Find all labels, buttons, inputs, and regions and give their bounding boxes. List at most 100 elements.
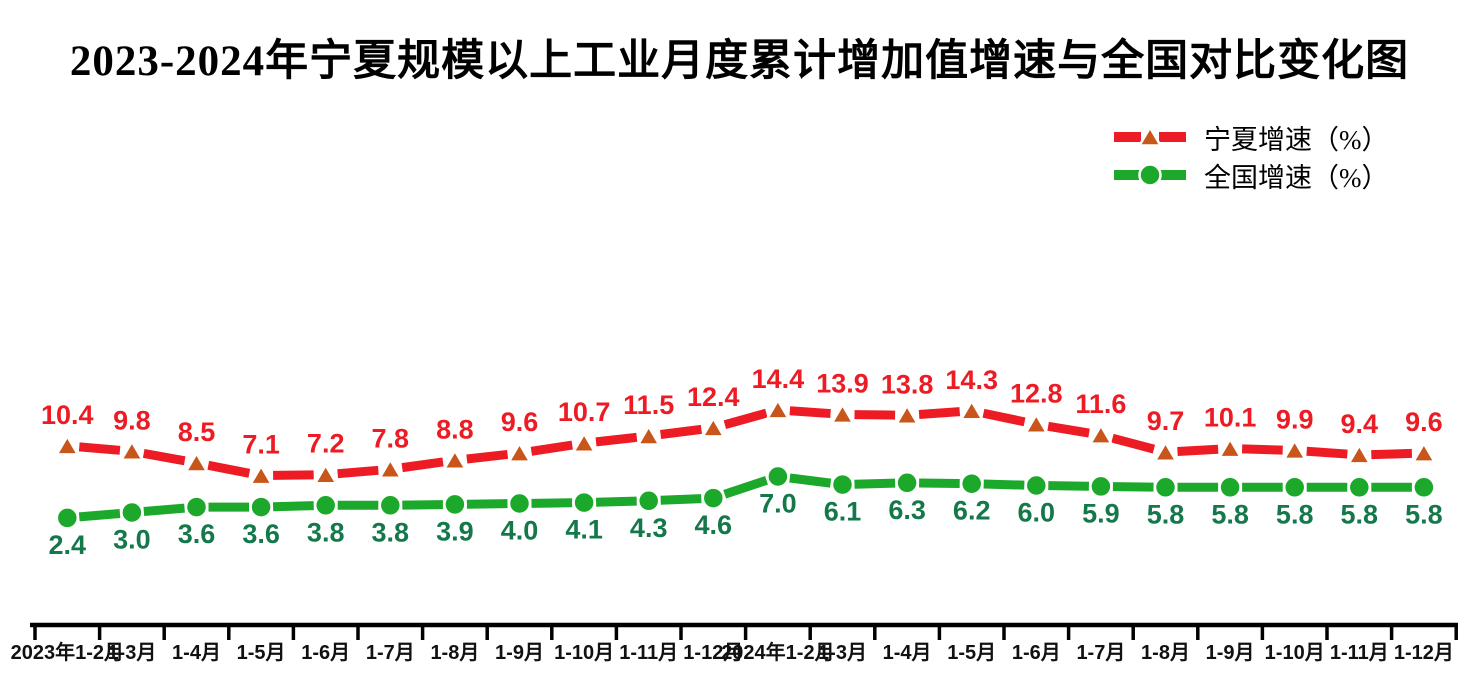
series-line-segment (131, 502, 197, 517)
series-line-segment (1036, 481, 1101, 491)
series-line-segment (1229, 444, 1295, 455)
series-line-segment (1294, 445, 1360, 460)
legend: 宁夏增速（%） 全国增速（%） (1112, 118, 1389, 194)
data-point-label: 4.6 (695, 510, 733, 540)
legend-label-national: 全国增速（%） (1204, 162, 1389, 193)
x-axis-label: 1-5月 (237, 642, 286, 664)
x-axis-label: 1-7月 (1076, 642, 1125, 664)
data-point-label: 14.3 (945, 365, 998, 395)
data-point-label: 3.0 (113, 525, 151, 555)
data-point-marker (572, 490, 596, 515)
series-line-segment (325, 464, 391, 480)
series-line-segment (583, 496, 649, 508)
data-point-label: 7.0 (759, 489, 797, 519)
data-point-marker (766, 464, 790, 489)
series-line-segment (648, 423, 714, 441)
data-point-label: 5.9 (1082, 498, 1120, 528)
chart-title: 2023-2024年宁夏规模以上工业月度累计增加值增速与全国对比变化图 (69, 38, 1410, 85)
data-point-marker (183, 451, 210, 473)
series-line-segment (518, 438, 585, 458)
data-point-marker (571, 431, 597, 453)
series-line-segment (648, 493, 714, 506)
x-axis-label: 1-4月 (883, 642, 932, 664)
data-point-marker (894, 403, 920, 426)
national-line-sample-icon (1114, 163, 1186, 187)
data-point-marker (1024, 473, 1049, 498)
data-point-label: 6.3 (888, 495, 926, 525)
data-point-label: 12.8 (1010, 378, 1063, 408)
data-point-label: 3.6 (242, 519, 280, 549)
data-point-label: 13.9 (816, 368, 869, 398)
series-line-segment (66, 441, 133, 456)
x-axis-label: 1-3月 (818, 642, 867, 664)
data-point-marker (1217, 436, 1243, 459)
data-point-marker (378, 493, 403, 518)
data-point-marker (119, 439, 145, 462)
data-point-marker (830, 472, 855, 497)
data-point-label: 3.9 (436, 516, 474, 546)
data-point-marker (442, 448, 468, 471)
x-axis-label: 1-8月 (430, 642, 479, 664)
data-point-label: 6.2 (953, 496, 991, 526)
series-line-segment (131, 446, 198, 468)
data-point-marker (959, 471, 984, 496)
data-point-marker (959, 398, 985, 421)
x-axis-label: 1-8月 (1141, 642, 1190, 664)
series-line-segment (1035, 419, 1102, 440)
x-axis-label: 1-9月 (1206, 642, 1255, 664)
data-point-label: 5.8 (1276, 499, 1314, 529)
data-point-label: 4.1 (565, 515, 603, 545)
data-point-marker (636, 424, 662, 446)
legend-sample-marker (1138, 163, 1162, 187)
data-point-label: 4.0 (501, 516, 539, 546)
series-line-segment (712, 405, 780, 433)
x-axis-label: 1-5月 (947, 642, 996, 664)
series-line-segment (842, 478, 908, 490)
x-axis-label: 1-7月 (366, 642, 415, 664)
data-point-label: 8.5 (178, 417, 216, 447)
data-point-marker (1218, 475, 1242, 500)
series-line-segment (1359, 448, 1425, 460)
data-point-marker (120, 500, 144, 525)
data-point-marker (636, 489, 661, 513)
data-point-label: 11.6 (1075, 389, 1126, 419)
data-point-marker (1152, 440, 1179, 462)
series-line-segment (261, 470, 326, 481)
data-point-label: 3.6 (178, 519, 216, 549)
data-point-label: 7.8 (372, 423, 410, 453)
data-point-label: 5.8 (1405, 499, 1443, 529)
data-point-label: 5.8 (1211, 499, 1249, 529)
data-point-marker (249, 495, 273, 519)
data-point-marker (54, 433, 80, 456)
legend-label-ningxia: 宁夏增速（%） (1204, 124, 1389, 155)
series-line-segment (583, 431, 650, 448)
data-point-marker (1089, 474, 1113, 499)
x-axis-label: 1-6月 (301, 642, 350, 664)
x-axis-label: 2023年1-2月 (11, 640, 124, 664)
series-line-segment (842, 409, 908, 420)
x-axis-label: 1-10月 (1265, 642, 1325, 664)
data-point-label: 13.8 (881, 369, 934, 399)
data-point-label: 12.4 (687, 382, 740, 412)
series-line-segment (777, 405, 843, 419)
series-line-segment (454, 499, 520, 509)
data-point-marker (506, 441, 533, 463)
x-axis-label: 1-3月 (107, 642, 156, 664)
legend-item-national: 全国增速（%） (1112, 156, 1389, 194)
series-line-segment (195, 458, 262, 481)
data-point-marker (1088, 423, 1114, 445)
data-point-marker (377, 457, 403, 480)
data-point-label: 5.8 (1147, 499, 1185, 529)
series-line-segment (1099, 430, 1167, 457)
data-point-label: 9.6 (501, 407, 539, 437)
data-point-marker (1347, 475, 1372, 500)
data-point-label: 6.1 (824, 497, 862, 527)
series-line-segment (454, 448, 520, 465)
data-point-marker (1153, 475, 1178, 500)
data-point-label: 9.7 (1147, 406, 1185, 436)
data-point-marker (1282, 438, 1308, 461)
data-point-label: 10.4 (41, 400, 94, 430)
series-line-segment (260, 500, 326, 512)
data-point-label: 9.6 (1405, 407, 1443, 437)
series-line-segment (970, 406, 1038, 429)
